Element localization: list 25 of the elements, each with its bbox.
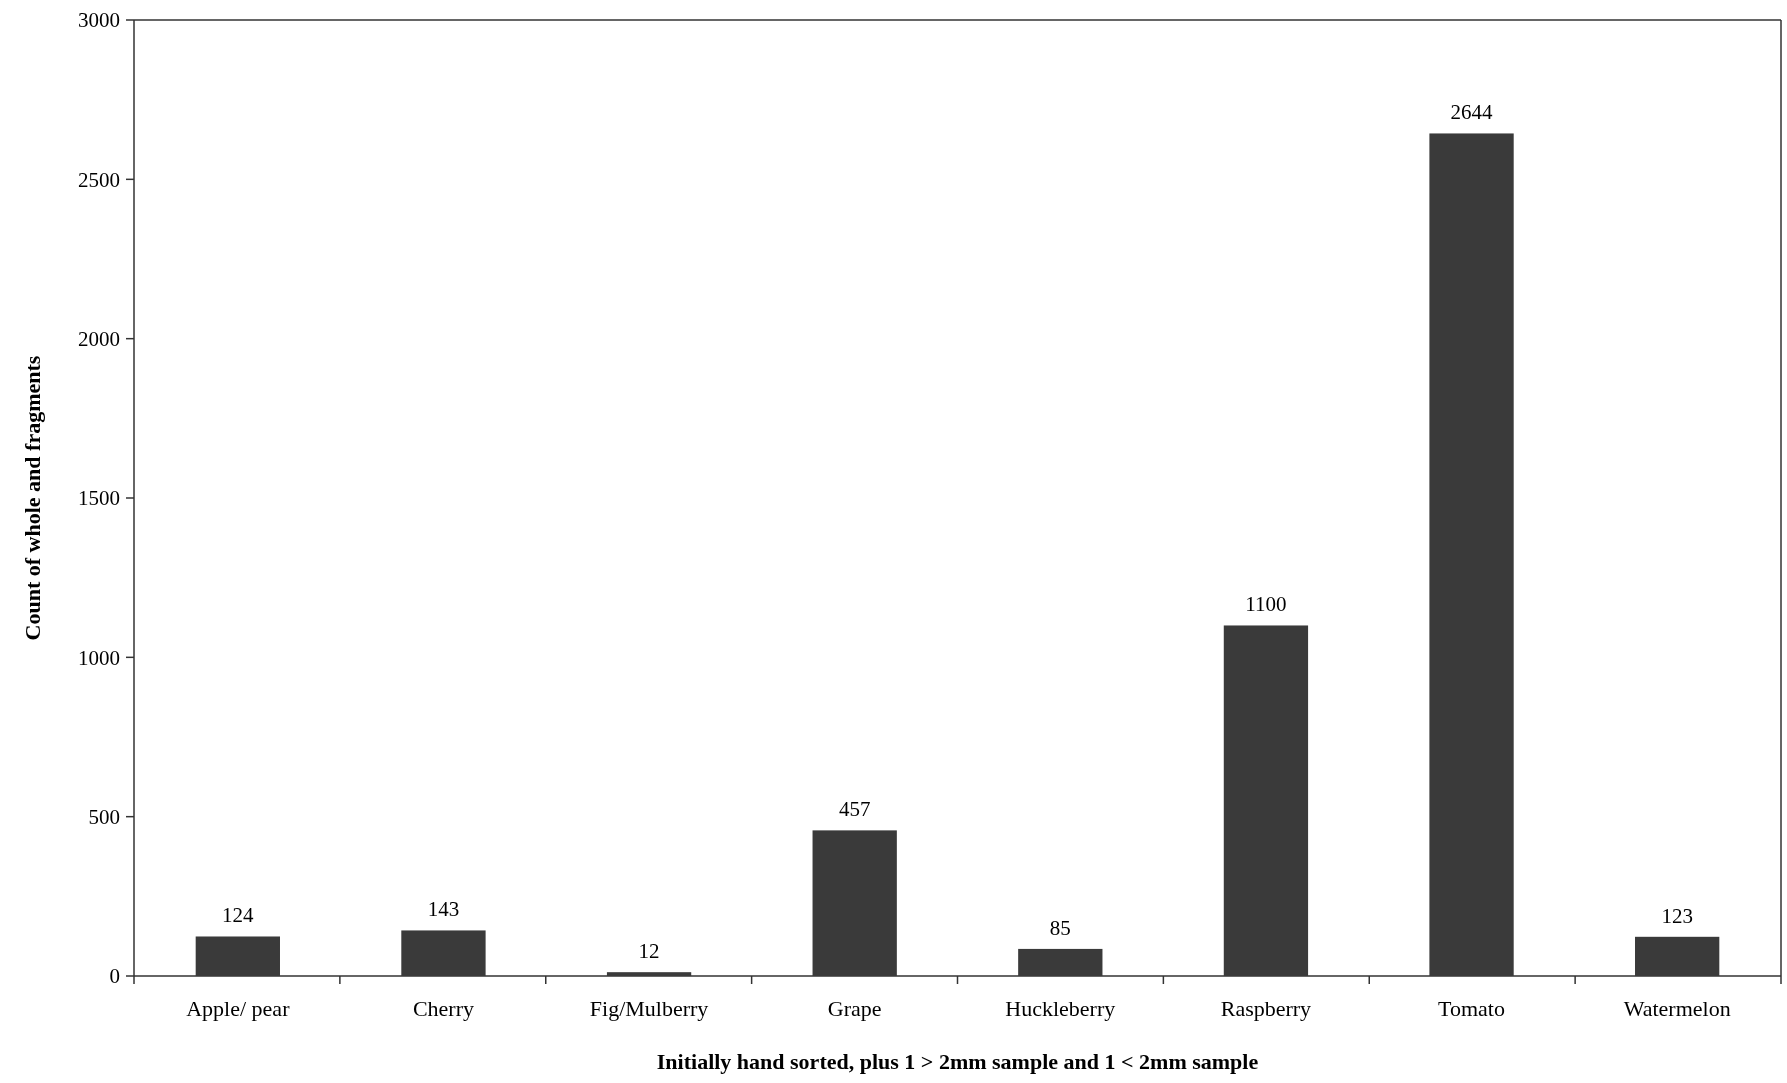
y-tick-label: 500 [88, 805, 120, 830]
x-axis-title: Initially hand sorted, plus 1 > 2mm sample and 1 < 2mm sample [656, 1049, 1259, 1074]
x-tick-label: Raspberry [1220, 996, 1312, 1021]
y-tick-label: 2000 [78, 327, 120, 352]
data-label: 123 [1661, 903, 1693, 928]
data-label: 85 [1049, 915, 1071, 940]
x-tick-label: Fig/Mulberry [589, 996, 709, 1021]
y-tick-label: 2500 [78, 167, 120, 192]
x-tick-label: Watermelon [1623, 996, 1731, 1021]
y-tick-label: 1000 [78, 645, 120, 670]
y-tick-label: 1500 [78, 486, 120, 511]
data-label: 143 [427, 897, 460, 922]
data-label: 12 [638, 939, 660, 964]
x-tick-label: Cherry [412, 996, 474, 1021]
y-axis-title: Count of whole and fragments [20, 355, 45, 641]
y-tick-label: 3000 [78, 8, 120, 33]
data-label: 2644 [1450, 100, 1494, 125]
data-label: 457 [838, 797, 871, 822]
y-tick-label: 0 [109, 964, 120, 989]
x-tick-label: Apple/ pear [186, 996, 291, 1021]
data-label: 124 [222, 903, 255, 928]
x-tick-label: Grape [827, 996, 882, 1021]
x-tick-label: Tomato [1438, 996, 1505, 1021]
x-tick-label: Huckleberry [1005, 996, 1116, 1021]
data-label: 1100 [1245, 592, 1287, 617]
